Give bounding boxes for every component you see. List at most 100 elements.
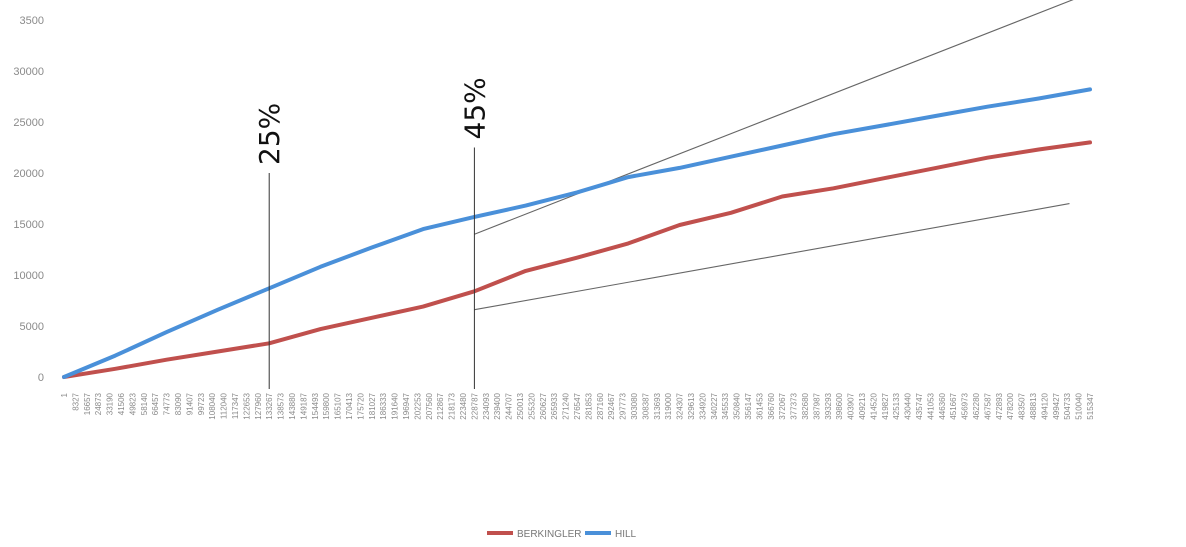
- x-tick-label: 271240: [562, 392, 571, 419]
- x-axis: 1 8327 16657 24873 33190 41506 49823 58140 66457…: [60, 392, 1095, 419]
- trendline: [474, 203, 1070, 311]
- legend-label: HILL: [615, 529, 637, 540]
- x-tick-label: 308387: [641, 392, 650, 419]
- x-tick-label: 154493: [311, 392, 320, 419]
- x-tick-label: 488813: [1029, 392, 1038, 419]
- x-tick-label: 313693: [653, 392, 662, 419]
- x-tick-label: 202253: [413, 392, 422, 419]
- x-tick-label: 345533: [721, 392, 730, 419]
- series-line-berkingler: [62, 140, 1092, 379]
- x-tick-label: 143880: [288, 392, 297, 419]
- x-tick-label: 504733: [1063, 392, 1072, 419]
- x-tick-label: 265933: [550, 392, 559, 419]
- x-tick-label: 83090: [174, 392, 183, 415]
- x-tick-label: 250013: [516, 392, 525, 419]
- x-tick-label: 186333: [379, 392, 388, 419]
- y-axis: 0 5000 10000 15000 20000 25000 30000 3500: [13, 15, 44, 384]
- x-tick-label: 340227: [710, 392, 719, 419]
- y-tick-label: 0: [38, 372, 44, 384]
- x-tick-label: 191640: [391, 392, 400, 419]
- x-tick-label: 329613: [687, 392, 696, 419]
- x-tick-label: 159800: [322, 392, 331, 419]
- x-tick-label: 297773: [619, 392, 628, 419]
- x-tick-label: 1: [60, 392, 69, 397]
- trendline: [474, 0, 1074, 235]
- marker-label: 25%: [253, 103, 286, 165]
- y-tick-label: 30000: [13, 66, 44, 78]
- x-tick-label: 244707: [505, 392, 514, 419]
- x-tick-label: 515347: [1086, 392, 1095, 419]
- x-tick-label: 212867: [436, 392, 445, 419]
- x-tick-label: 255320: [527, 392, 536, 419]
- x-tick-label: 414520: [869, 392, 878, 419]
- y-tick-label: 5000: [20, 321, 44, 333]
- x-tick-label: 350840: [733, 392, 742, 419]
- x-tick-label: 398600: [835, 392, 844, 419]
- legend: BERKINGLER HILL: [487, 529, 637, 540]
- x-tick-label: 425133: [892, 392, 901, 419]
- x-tick-label: 133267: [265, 392, 274, 419]
- x-tick-label: 319000: [664, 392, 673, 419]
- x-tick-label: 122653: [242, 392, 251, 419]
- x-tick-label: 281853: [584, 392, 593, 419]
- x-tick-label: 334920: [698, 392, 707, 419]
- x-tick-label: 472893: [995, 392, 1004, 419]
- x-tick-label: 446360: [938, 392, 947, 419]
- x-tick-label: 456973: [961, 392, 970, 419]
- x-tick-label: 292467: [607, 392, 616, 419]
- x-tick-label: 494120: [1040, 392, 1049, 419]
- x-tick-label: 24873: [94, 392, 103, 415]
- x-tick-label: 8327: [71, 392, 80, 410]
- x-tick-label: 510040: [1075, 392, 1084, 419]
- x-tick-label: 170413: [345, 392, 354, 419]
- x-tick-label: 223480: [459, 392, 468, 419]
- x-tick-label: 382680: [801, 392, 810, 419]
- x-tick-label: 483507: [1018, 392, 1027, 419]
- y-tick-label: 10000: [13, 270, 44, 282]
- x-tick-label: 430440: [904, 392, 913, 419]
- x-tick-label: 165107: [334, 392, 343, 419]
- x-tick-label: 149187: [299, 392, 308, 419]
- x-tick-label: 112040: [220, 392, 229, 419]
- x-tick-label: 435747: [915, 392, 924, 419]
- x-tick-label: 228787: [470, 392, 479, 419]
- x-tick-label: 234093: [482, 392, 491, 419]
- x-tick-label: 239400: [493, 392, 502, 419]
- x-tick-label: 372067: [778, 392, 787, 419]
- x-tick-label: 207560: [425, 392, 434, 419]
- marker-label: 45%: [458, 77, 491, 139]
- x-tick-label: 181027: [368, 392, 377, 419]
- x-tick-label: 467587: [983, 392, 992, 419]
- x-tick-label: 499427: [1052, 392, 1061, 419]
- x-tick-label: 387987: [812, 392, 821, 419]
- x-tick-label: 462280: [972, 392, 981, 419]
- x-tick-label: 324307: [676, 392, 685, 419]
- x-tick-label: 441053: [926, 392, 935, 419]
- x-tick-label: 49823: [128, 392, 137, 415]
- x-tick-label: 91407: [185, 392, 194, 415]
- x-tick-label: 393293: [824, 392, 833, 419]
- x-tick-label: 108040: [208, 392, 217, 419]
- x-tick-label: 451667: [949, 392, 958, 419]
- x-tick-label: 196947: [402, 392, 411, 419]
- x-tick-label: 478200: [1006, 392, 1015, 419]
- trendlines: [474, 0, 1074, 311]
- x-tick-label: 260627: [539, 392, 548, 419]
- x-tick-label: 16657: [83, 392, 92, 415]
- x-tick-label: 303080: [630, 392, 639, 419]
- x-tick-label: 117347: [231, 392, 240, 419]
- x-tick-label: 419827: [881, 392, 890, 419]
- x-tick-label: 99723: [197, 392, 206, 415]
- x-tick-label: 366760: [767, 392, 776, 419]
- x-tick-label: 361453: [755, 392, 764, 419]
- x-tick-label: 58140: [140, 392, 149, 415]
- x-tick-label: 409213: [858, 392, 867, 419]
- percent-markers: 25% 45%: [253, 77, 491, 389]
- x-tick-label: 403907: [847, 392, 856, 419]
- x-tick-label: 74773: [163, 392, 172, 415]
- x-tick-label: 127960: [254, 392, 263, 419]
- x-tick-label: 276547: [573, 392, 582, 419]
- legend-label: BERKINGLER: [517, 529, 581, 540]
- series-lines: [62, 87, 1092, 379]
